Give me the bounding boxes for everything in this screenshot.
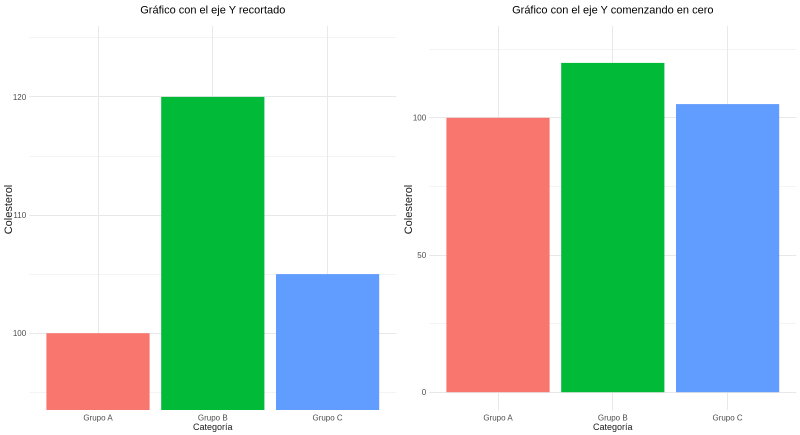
svg-text:110: 110: [13, 211, 26, 220]
svg-text:Categoría: Categoría: [593, 422, 633, 432]
svg-text:Grupo B: Grupo B: [598, 413, 628, 422]
svg-text:Grupo C: Grupo C: [712, 413, 742, 422]
svg-text:Grupo B: Grupo B: [198, 413, 228, 422]
svg-text:Grupo A: Grupo A: [83, 413, 113, 422]
svg-text:100: 100: [13, 329, 27, 338]
svg-text:0: 0: [422, 388, 427, 397]
svg-text:100: 100: [413, 114, 427, 123]
svg-text:Colesterol: Colesterol: [3, 185, 15, 235]
svg-text:50: 50: [417, 251, 426, 260]
svg-text:Categoría: Categoría: [193, 422, 233, 432]
svg-text:Grupo A: Grupo A: [483, 413, 513, 422]
svg-text:Grupo C: Grupo C: [312, 413, 342, 422]
svg-text:Gráfico con el eje Y recortado: Gráfico con el eje Y recortado: [140, 5, 285, 17]
svg-text:Colesterol: Colesterol: [403, 185, 415, 235]
svg-text:120: 120: [13, 93, 27, 102]
svg-text:Gráfico con el eje Y comenzand: Gráfico con el eje Y comenzando en cero: [512, 5, 713, 17]
